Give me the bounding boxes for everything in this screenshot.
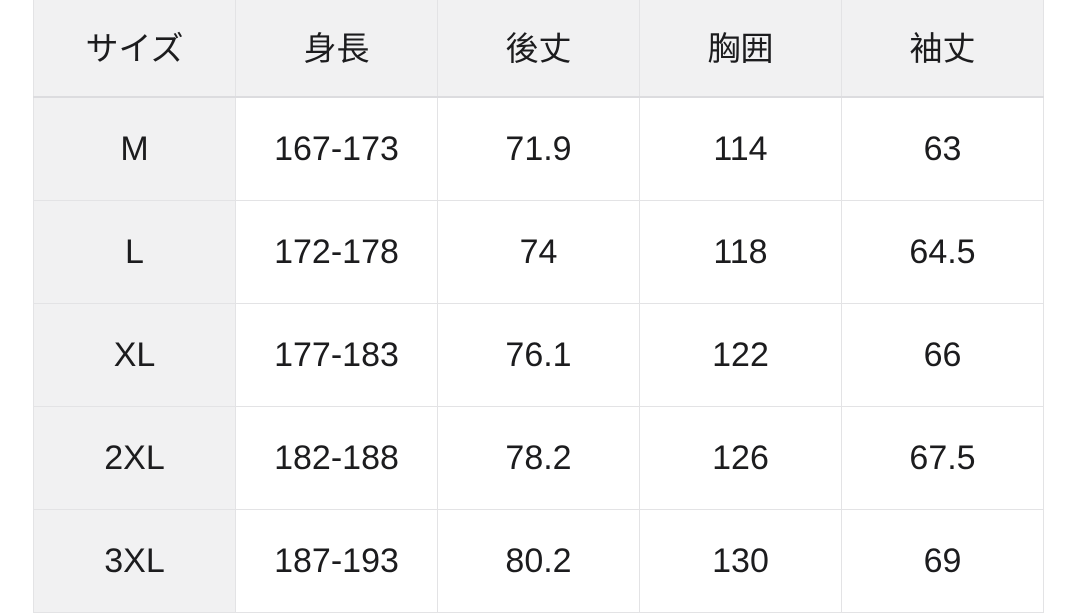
height-value-cell: 177-183	[235, 303, 438, 407]
size-label-cell: 3XL	[33, 509, 236, 613]
size-chart-table: サイズ 身長 後丈 胸囲 袖丈 M 167-173 71.9 114 63 L …	[33, 0, 1044, 613]
header-cell-size: サイズ	[33, 0, 236, 98]
header-row: サイズ 身長 後丈 胸囲 袖丈	[33, 0, 1044, 98]
table-row-xl: XL 177-183 76.1 122 66	[33, 303, 1044, 407]
sleeve-value-cell: 63	[841, 96, 1044, 201]
header-cell-back-length: 後丈	[437, 0, 640, 98]
size-label-cell: XL	[33, 303, 236, 407]
back-length-value-cell: 74	[437, 200, 640, 304]
table-row-3xl: 3XL 187-193 80.2 130 69	[33, 509, 1044, 613]
height-value-cell: 172-178	[235, 200, 438, 304]
size-label-cell: 2XL	[33, 406, 236, 510]
sleeve-value-cell: 66	[841, 303, 1044, 407]
chest-value-cell: 118	[639, 200, 842, 304]
chest-value-cell: 126	[639, 406, 842, 510]
table-row-l: L 172-178 74 118 64.5	[33, 200, 1044, 304]
height-value-cell: 167-173	[235, 96, 438, 201]
table-row-m: M 167-173 71.9 114 63	[33, 96, 1044, 201]
height-value-cell: 187-193	[235, 509, 438, 613]
header-cell-chest: 胸囲	[639, 0, 842, 98]
header-cell-sleeve: 袖丈	[841, 0, 1044, 98]
back-length-value-cell: 78.2	[437, 406, 640, 510]
back-length-value-cell: 71.9	[437, 96, 640, 201]
sleeve-value-cell: 64.5	[841, 200, 1044, 304]
back-length-value-cell: 80.2	[437, 509, 640, 613]
chest-value-cell: 122	[639, 303, 842, 407]
size-label-cell: L	[33, 200, 236, 304]
chest-value-cell: 130	[639, 509, 842, 613]
back-length-value-cell: 76.1	[437, 303, 640, 407]
height-value-cell: 182-188	[235, 406, 438, 510]
chest-value-cell: 114	[639, 96, 842, 201]
sleeve-value-cell: 67.5	[841, 406, 1044, 510]
header-cell-height: 身長	[235, 0, 438, 98]
table-row-2xl: 2XL 182-188 78.2 126 67.5	[33, 406, 1044, 510]
sleeve-value-cell: 69	[841, 509, 1044, 613]
size-label-cell: M	[33, 96, 236, 201]
